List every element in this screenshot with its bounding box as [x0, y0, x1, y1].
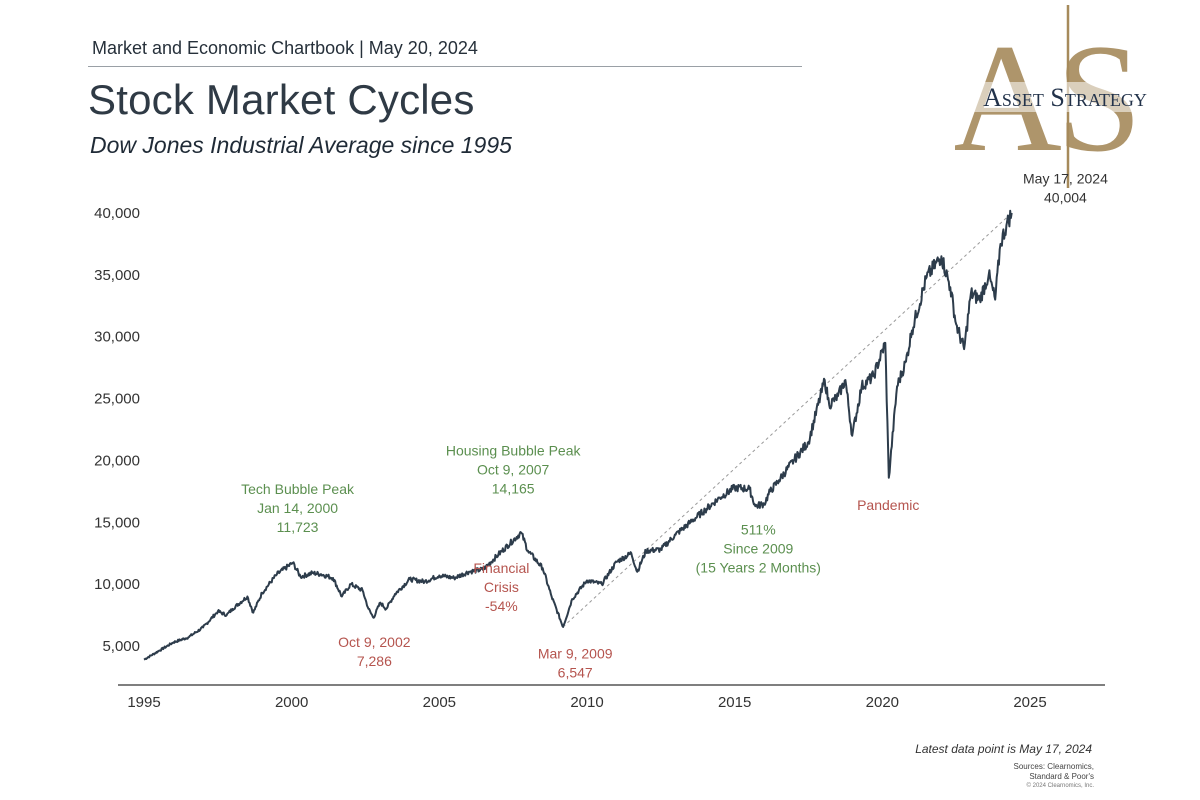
page-subtitle: Dow Jones Industrial Average since 1995 — [90, 132, 512, 158]
annotation-label: Pandemic — [857, 497, 919, 513]
annotation-label: Oct 9, 2002 7,286 — [338, 634, 411, 669]
y-tick-label: 25,000 — [94, 391, 140, 408]
x-tick-label: 2000 — [275, 694, 308, 711]
x-axis-ticks: 1995 2000 2005 2010 2015 2020 2025 — [127, 694, 1046, 711]
x-tick-label: 2025 — [1013, 694, 1046, 711]
annotation-label: May 17, 2024 40,004 — [1023, 170, 1108, 205]
sources-line-1: Sources: Clearnomics, — [1013, 762, 1094, 771]
svg-text:Asset Strategy: Asset Strategy — [983, 83, 1147, 112]
x-tick-label: 2010 — [570, 694, 603, 711]
y-tick-label: 10,000 — [94, 576, 140, 593]
latest-data-note: Latest data point is May 17, 2024 — [915, 742, 1092, 756]
asset-strategy-logo: AS Asset Strategy — [955, 5, 1171, 188]
y-tick-label: 15,000 — [94, 514, 140, 531]
chartbook-header: Market and Economic Chartbook | May 20, … — [92, 38, 478, 58]
page-title: Stock Market Cycles — [88, 76, 475, 123]
y-tick-label: 30,000 — [94, 329, 140, 346]
sources-note: Sources: Clearnomics, Standard & Poor's — [1014, 762, 1094, 782]
annotation-label: 511% Since 2009 (15 Years 2 Months) — [696, 522, 821, 576]
annotation-label: Financial Crisis -54% — [473, 560, 529, 614]
annotation-label: Tech Bubble Peak Jan 14, 2000 11,723 — [241, 481, 355, 535]
y-tick-label: 5,000 — [102, 638, 140, 655]
annotation-label: Mar 9, 2009 6,547 — [538, 645, 613, 680]
copyright-note: © 2024 Clearnomics, Inc. — [1026, 783, 1094, 789]
y-axis-ticks: 5,000 10,000 15,000 20,000 25,000 30,000 35,00… — [94, 205, 140, 655]
x-tick-label: 2020 — [866, 694, 899, 711]
dow-jones-line — [143, 209, 1013, 661]
header-rule — [88, 66, 802, 67]
y-tick-label: 20,000 — [94, 452, 140, 469]
x-tick-label: 2005 — [423, 694, 456, 711]
sources-line-2: Standard & Poor's — [1029, 772, 1094, 781]
chart-annotations: Tech Bubble Peak Jan 14, 2000 11,723 Oct 9,… — [241, 170, 1108, 680]
x-tick-label: 1995 — [127, 694, 160, 711]
y-tick-label: 35,000 — [94, 267, 140, 284]
y-tick-label: 40,000 — [94, 205, 140, 222]
x-tick-label: 2015 — [718, 694, 751, 711]
annotation-label: Housing Bubble Peak Oct 9, 2007 14,165 — [446, 442, 582, 496]
